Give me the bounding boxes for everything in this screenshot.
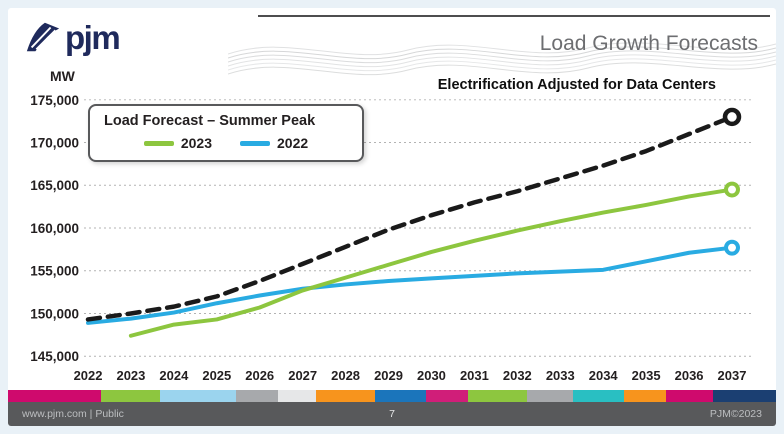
- chart-section: 145,000 150,000 155,000 160,000 165,000 170,0…: [8, 68, 776, 390]
- svg-text:165,000: 165,000: [30, 178, 79, 193]
- pjm-logo-text: pjm: [65, 18, 121, 56]
- svg-text:2036: 2036: [675, 368, 704, 383]
- strip-segment: [712, 390, 776, 402]
- svg-text:175,000: 175,000: [30, 93, 79, 108]
- svg-text:160,000: 160,000: [30, 221, 79, 236]
- strip-segment: [278, 390, 317, 402]
- load-growth-chart: 145,000 150,000 155,000 160,000 165,000 170,0…: [18, 68, 766, 390]
- strip-segment: [159, 390, 236, 402]
- legend-items: 2023 2022: [100, 135, 352, 151]
- strip-segment: [624, 390, 667, 402]
- legend-item: 2023: [143, 135, 212, 151]
- pjm-logo-icon: [26, 22, 60, 52]
- svg-text:2023: 2023: [116, 368, 145, 383]
- legend-swatch: [240, 140, 270, 146]
- footer-left-text: www.pjm.com | Public: [22, 408, 124, 420]
- page-number: 7: [389, 408, 395, 420]
- slide: pjm Load Growth Forecasts 145,000 150,000…: [8, 8, 776, 426]
- svg-text:150,000: 150,000: [30, 306, 79, 321]
- strip-segment: [666, 390, 713, 402]
- strip-segment: [573, 390, 625, 402]
- svg-text:2031: 2031: [460, 368, 489, 383]
- strip-segment: [467, 390, 528, 402]
- page-title: Load Growth Forecasts: [539, 32, 758, 55]
- strip-segment: [375, 390, 426, 402]
- slide-header: pjm Load Growth Forecasts: [8, 8, 776, 76]
- y-axis-unit-label: MW: [50, 68, 75, 84]
- footer-bar: www.pjm.com | Public 7 PJM©2023: [8, 402, 776, 426]
- svg-text:2026: 2026: [245, 368, 274, 383]
- svg-text:2029: 2029: [374, 368, 403, 383]
- svg-text:155,000: 155,000: [30, 264, 79, 279]
- legend-label: 2023: [180, 135, 212, 151]
- legend-item: 2022: [240, 135, 308, 151]
- svg-text:170,000: 170,000: [30, 136, 79, 151]
- svg-text:2024: 2024: [159, 368, 189, 383]
- svg-text:2030: 2030: [417, 368, 446, 383]
- strip-segment: [8, 390, 101, 402]
- svg-text:2034: 2034: [589, 368, 619, 383]
- strip-segment: [425, 390, 468, 402]
- svg-text:2022: 2022: [74, 368, 103, 383]
- legend-swatch: [143, 140, 174, 146]
- chart-annotation: Electrification Adjusted for Data Center…: [437, 77, 716, 93]
- svg-text:2027: 2027: [288, 368, 317, 383]
- footer-color-strip: [8, 390, 776, 402]
- slide-footer: www.pjm.com | Public 7 PJM©2023: [8, 390, 776, 426]
- svg-text:2032: 2032: [503, 368, 532, 383]
- legend-title: Load Forecast – Summer Peak: [104, 113, 316, 129]
- strip-segment: [235, 390, 279, 402]
- svg-text:145,000: 145,000: [30, 349, 79, 364]
- strip-segment: [316, 390, 376, 402]
- footer-right-text: PJM©2023: [709, 408, 762, 420]
- pjm-logo: pjm: [24, 18, 121, 56]
- strip-segment: [527, 390, 574, 402]
- svg-text:2033: 2033: [546, 368, 575, 383]
- svg-text:2035: 2035: [632, 368, 661, 383]
- legend-label: 2022: [277, 135, 309, 151]
- chart-canvas: 145,000 150,000 155,000 160,000 165,000 170,0…: [30, 93, 752, 383]
- svg-text:2028: 2028: [331, 368, 360, 383]
- header-top-rule: [258, 15, 770, 17]
- svg-text:2037: 2037: [718, 368, 747, 383]
- chart-legend: Load Forecast – Summer Peak 2023 2022: [88, 104, 364, 162]
- strip-segment: [100, 390, 160, 402]
- svg-text:2025: 2025: [202, 368, 231, 383]
